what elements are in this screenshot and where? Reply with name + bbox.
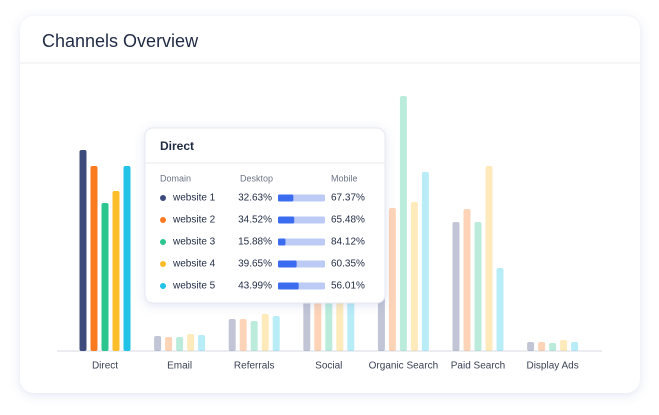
bar <box>538 342 546 351</box>
mobile-label: 67.37% <box>331 193 365 204</box>
desktop-label: 34.52% <box>238 215 272 226</box>
mobile-label: 65.48% <box>331 215 365 226</box>
tooltip-title: Direct <box>160 139 194 153</box>
bar <box>463 209 471 351</box>
mobile-label: 84.12% <box>331 237 365 248</box>
bar <box>239 319 247 351</box>
x-tick-label: Display Ads <box>526 361 578 372</box>
x-tick-label: Social <box>315 361 342 372</box>
legend-label: website 1 <box>172 193 216 204</box>
bar <box>549 343 557 351</box>
tooltip-box <box>144 127 386 304</box>
desktop-share-bar <box>278 238 286 246</box>
bar <box>388 208 396 351</box>
bar <box>527 342 535 351</box>
bar <box>112 191 120 351</box>
bar <box>228 319 236 351</box>
bar <box>101 203 109 351</box>
x-tick-label: Paid Search <box>451 361 505 372</box>
bar <box>399 96 407 351</box>
bar <box>79 150 87 351</box>
legend-dot <box>160 261 166 267</box>
bar <box>123 166 131 351</box>
bar <box>90 166 98 351</box>
legend-dot <box>160 239 166 245</box>
x-tick-label: Email <box>167 361 192 372</box>
bar <box>421 172 429 351</box>
tooltip: Direct Domain Desktop Mobile website 1 32.63%… <box>144 127 386 304</box>
tooltip-header: Domain <box>160 173 191 183</box>
tooltip-header: Mobile <box>331 173 358 183</box>
legend-dot <box>160 283 166 289</box>
desktop-label: 43.99% <box>238 281 272 292</box>
bar <box>560 340 568 351</box>
desktop-share-bar <box>278 216 295 224</box>
bar <box>485 166 493 351</box>
bar <box>198 335 206 351</box>
bar <box>187 334 195 351</box>
bar <box>261 314 269 351</box>
desktop-share-bar <box>278 194 294 202</box>
bar <box>571 342 579 351</box>
desktop-label: 39.65% <box>238 259 272 270</box>
legend-label: website 5 <box>172 281 216 292</box>
legend-label: website 2 <box>172 215 216 226</box>
bar <box>250 321 258 351</box>
bar <box>154 336 162 351</box>
bar <box>165 337 173 351</box>
share-track <box>278 238 325 246</box>
card-title: Channels Overview <box>42 31 199 51</box>
bar <box>272 316 280 351</box>
tooltip-header: Desktop <box>240 173 273 183</box>
mobile-label: 56.01% <box>331 281 365 292</box>
desktop-label: 15.88% <box>238 237 272 248</box>
x-tick-label: Referrals <box>234 361 275 372</box>
x-tick-label: Direct <box>92 361 118 372</box>
bar <box>452 222 460 351</box>
desktop-share-bar <box>278 260 297 268</box>
legend-dot <box>160 195 166 201</box>
bar <box>176 337 184 351</box>
x-tick-label: Organic Search <box>369 361 438 372</box>
legend-dot <box>160 217 166 223</box>
legend-label: website 3 <box>172 237 216 248</box>
mobile-label: 60.35% <box>331 259 365 270</box>
desktop-label: 32.63% <box>238 193 272 204</box>
desktop-share-bar <box>278 282 299 290</box>
bar <box>496 268 504 351</box>
bar <box>474 222 482 351</box>
bar <box>410 202 418 351</box>
legend-label: website 4 <box>172 259 216 270</box>
